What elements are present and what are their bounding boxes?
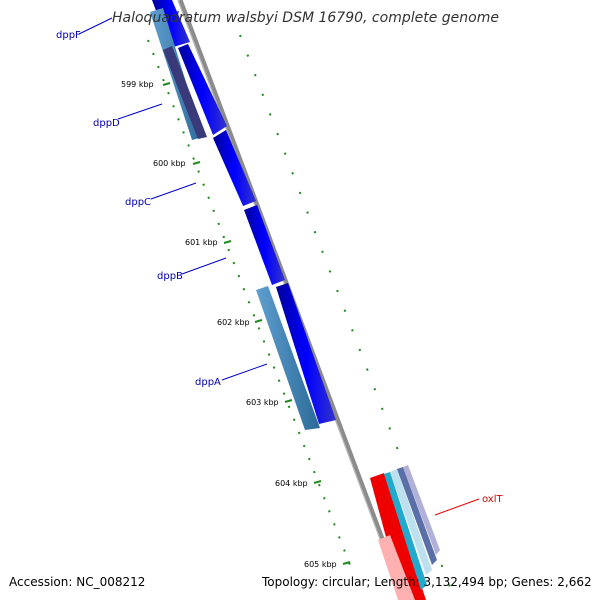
oxlt-gene-cluster xyxy=(370,465,440,600)
tick-label: 602 kbp xyxy=(217,318,250,327)
genome-summary: Topology: circular; Length: 3,132,494 bp… xyxy=(261,575,592,589)
reverse-genes xyxy=(150,8,320,430)
genome-title: Haloquadratum walsbyi DSM 16790, complet… xyxy=(112,10,499,26)
tick-label: 601 kbp xyxy=(185,238,218,247)
gene-label-dppF[interactable]: dppF xyxy=(56,30,81,41)
tick-label: 599 kbp xyxy=(121,80,154,89)
gene-dppD-block xyxy=(178,44,227,135)
tick-label: 603 kbp xyxy=(246,398,279,407)
inner-dotted-track xyxy=(147,39,351,566)
gene-label-oxlT[interactable]: oxlT xyxy=(482,494,504,505)
gene-dppA-block xyxy=(276,283,336,424)
tick-label: 600 kbp xyxy=(153,159,186,168)
gene-label-dppA[interactable]: dppA xyxy=(195,377,221,388)
accession-label: Accession: NC_008212 xyxy=(9,575,145,589)
gene-dppB-block xyxy=(244,205,285,285)
gene-label-dppB[interactable]: dppB xyxy=(157,271,183,282)
tick-label: 604 kbp xyxy=(275,479,308,488)
tick-label: 605 kbp xyxy=(304,560,337,569)
gene-labels: dppF dppD dppC dppB dppA oxlT xyxy=(56,17,504,516)
gene-label-dppD[interactable]: dppD xyxy=(93,118,120,129)
gene-label-dppC[interactable]: dppC xyxy=(125,197,151,208)
kbp-ticks: 599 kbp 600 kbp 601 kbp 602 kbp 603 kbp … xyxy=(121,80,351,569)
gene-dppC-block xyxy=(213,130,256,206)
forward-genes xyxy=(152,0,336,424)
